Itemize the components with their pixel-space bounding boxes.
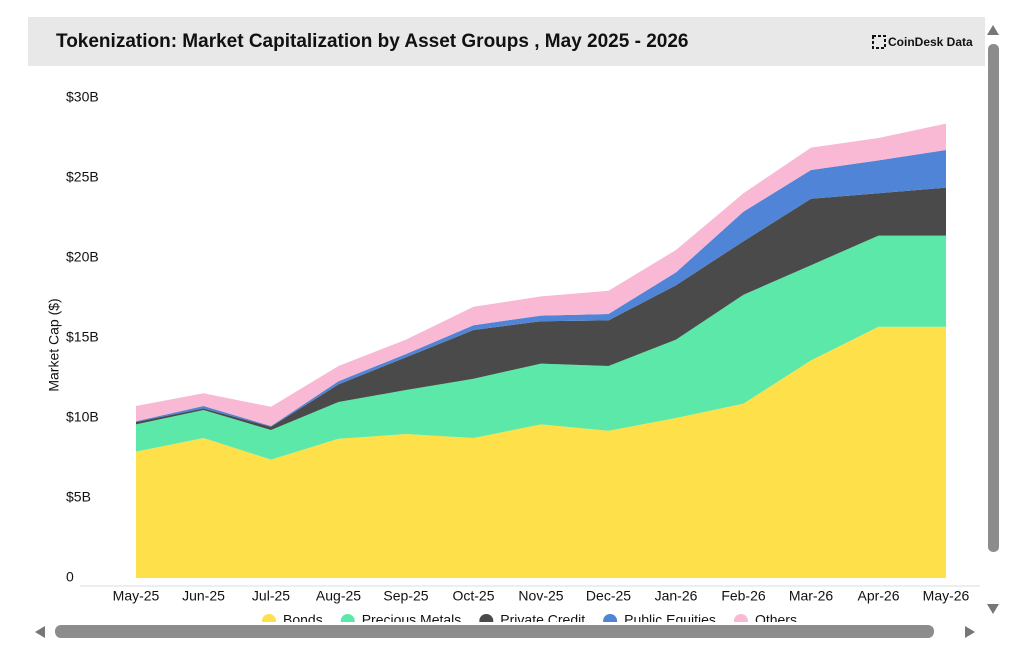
- x-tick-label: Apr-26: [857, 588, 899, 604]
- legend-label: Others: [755, 612, 797, 628]
- x-tick-label: Sep-25: [383, 588, 428, 604]
- x-tick-label: Aug-25: [316, 588, 361, 604]
- y-tick-label: $10B: [66, 409, 99, 425]
- legend-marker: [603, 614, 618, 622]
- y-tick-label: $30B: [66, 89, 99, 105]
- scroll-right[interactable]: [965, 626, 975, 638]
- chart-title: Tokenization: Market Capitalization by A…: [56, 31, 688, 52]
- y-tick-label: $20B: [66, 249, 99, 265]
- y-tick-label: $15B: [66, 329, 99, 345]
- source-logo: [872, 35, 886, 49]
- x-tick-label: Jan-26: [655, 588, 698, 604]
- legend-marker: [733, 614, 748, 622]
- area: [136, 235, 946, 460]
- x-tick-label: Oct-25: [452, 588, 494, 604]
- scroll-left[interactable]: [35, 626, 45, 638]
- x-tick-label: Jul-25: [252, 588, 290, 604]
- x-tick-label: Dec-25: [586, 588, 631, 604]
- h-scrollbar-thumb[interactable]: [55, 625, 934, 638]
- x-tick-label: May-25: [113, 588, 160, 604]
- area: [136, 326, 946, 578]
- header-band: [28, 17, 985, 66]
- x-tick-label: Jun-25: [182, 588, 225, 604]
- source-label: CoinDesk Data: [888, 35, 973, 49]
- legend-label: Private Credit: [500, 612, 585, 628]
- legend-marker: [340, 614, 355, 622]
- x-tick-label: May-26: [923, 588, 970, 604]
- y-axis-label: Market Cap ($): [46, 298, 62, 391]
- legend-label: Precious Metals: [362, 612, 462, 628]
- legend-marker: [479, 614, 494, 622]
- y-tick-label: 0: [66, 569, 74, 585]
- y-tick-label: $5B: [66, 489, 91, 505]
- scroll-up[interactable]: [987, 25, 999, 35]
- x-tick-label: Feb-26: [721, 588, 766, 604]
- area: [136, 150, 946, 427]
- v-scrollbar-thumb[interactable]: [988, 44, 999, 552]
- x-tick-label: Mar-26: [789, 588, 834, 604]
- scroll-down[interactable]: [987, 604, 999, 614]
- legend-label: Bonds: [283, 612, 323, 628]
- x-tick-label: Nov-25: [518, 588, 563, 604]
- area: [136, 123, 946, 426]
- area: [136, 187, 946, 430]
- y-tick-label: $25B: [66, 169, 99, 185]
- chart-panel: Tokenization: Market Capitalization by A…: [28, 17, 985, 628]
- legend-label: Public Equities: [624, 612, 716, 628]
- legend-marker: [262, 614, 276, 622]
